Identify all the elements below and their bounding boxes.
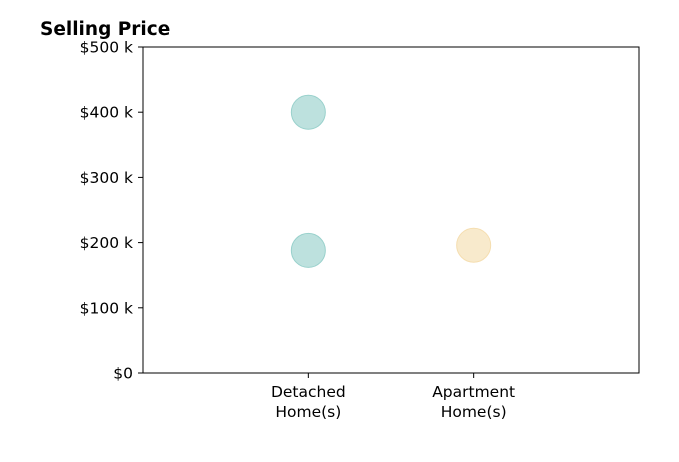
x-tick-label-1-1: Home(s) xyxy=(441,403,507,421)
y-tick-label-4: $400 k xyxy=(80,104,133,122)
data-point-0 xyxy=(290,94,326,130)
data-point-2 xyxy=(456,227,492,263)
chart-title: Selling Price xyxy=(40,19,170,40)
data-point-1 xyxy=(290,232,326,268)
y-tick-label-3: $300 k xyxy=(80,169,133,187)
y-tick-label-0: $0 xyxy=(113,365,133,383)
y-tick-label-5: $500 k xyxy=(80,39,133,57)
y-tick-label-1: $100 k xyxy=(80,299,133,317)
x-tick-label-0-1: Home(s) xyxy=(275,403,341,421)
y-tick-label-2: $200 k xyxy=(80,234,133,252)
x-tick-label-1-0: Apartment xyxy=(432,383,515,401)
x-tick-label-0-0: Detached xyxy=(271,383,346,401)
plot-frame xyxy=(142,46,640,374)
plot-area: $0 $100 k $200 k $300 k $400 k $500 k Detached… xyxy=(80,39,640,421)
